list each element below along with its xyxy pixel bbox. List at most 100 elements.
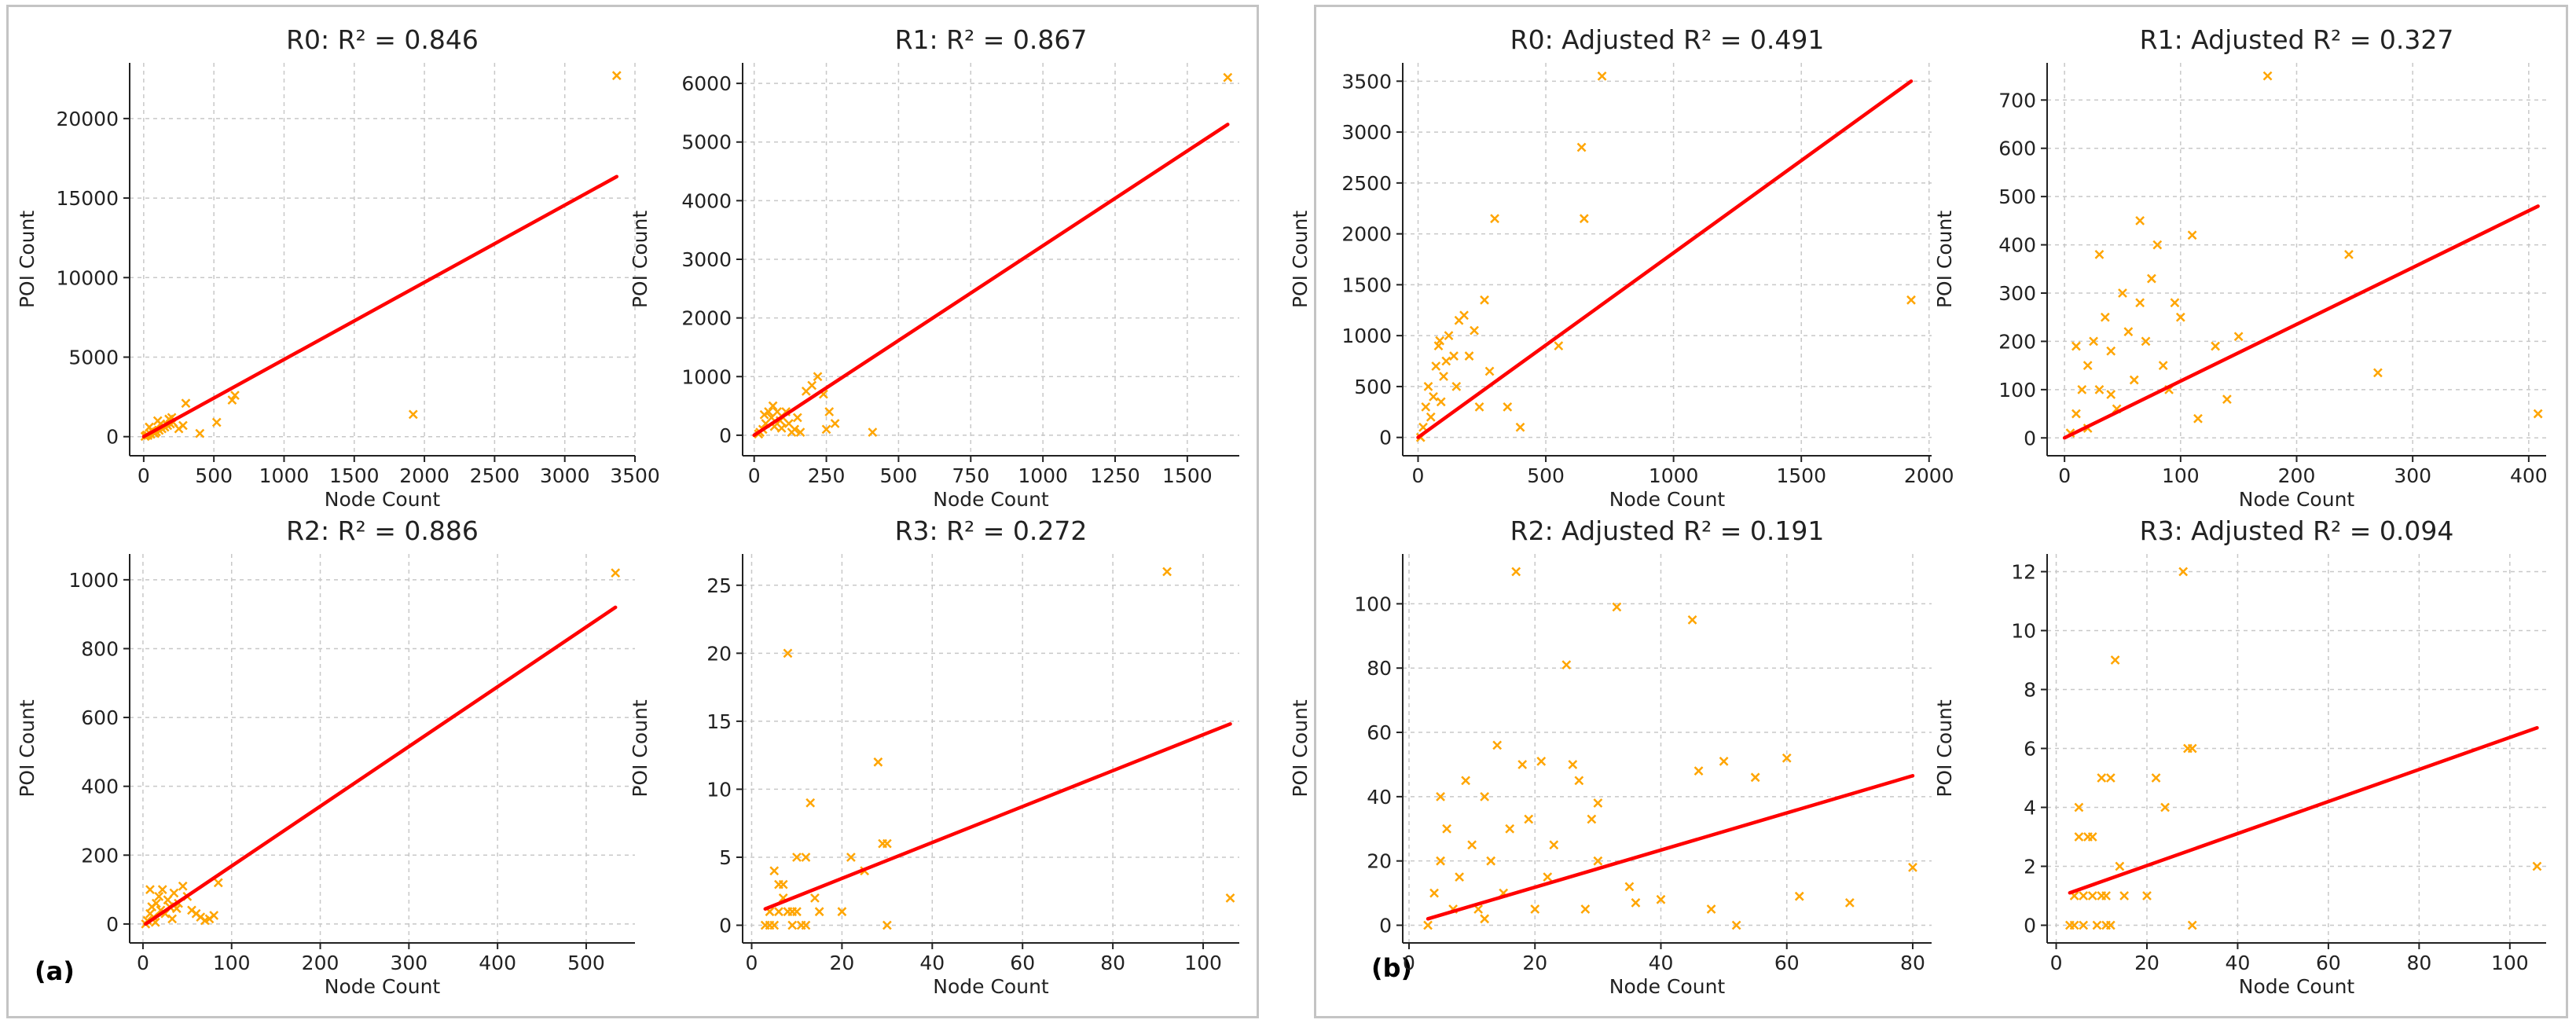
y-tick-label: 25 bbox=[706, 574, 732, 597]
scatter-point bbox=[1436, 791, 1445, 801]
scatter-point bbox=[2077, 384, 2087, 394]
x-tick-label: 1500 bbox=[329, 464, 380, 487]
x-tick-label: 100 bbox=[2491, 952, 2529, 974]
y-tick-label: 3500 bbox=[1341, 70, 1392, 93]
fit-line bbox=[1426, 774, 1915, 921]
scatter-point bbox=[2071, 341, 2081, 351]
scatter-point bbox=[1436, 397, 1446, 407]
scatter-point bbox=[1490, 214, 1499, 224]
x-tick-label: 2000 bbox=[1904, 464, 1954, 487]
x-tick-label: 2000 bbox=[399, 464, 450, 487]
scatter-point bbox=[178, 420, 188, 431]
x-tick-label: 2500 bbox=[470, 464, 520, 487]
scatter-point bbox=[1442, 823, 1451, 834]
scatter-point bbox=[2105, 773, 2115, 783]
y-tick-label: 0 bbox=[2024, 915, 2036, 937]
scatter-point bbox=[1162, 567, 1172, 577]
x-axis-label: Node Count bbox=[325, 488, 441, 511]
y-tick-label: 200 bbox=[1998, 330, 2036, 353]
scatter-point bbox=[1794, 891, 1804, 901]
y-tick-label: 600 bbox=[81, 706, 119, 729]
subplot-title: R1: R² = 0.867 bbox=[895, 24, 1088, 55]
scatter-point bbox=[2087, 891, 2097, 900]
scatter-point bbox=[1505, 823, 1515, 834]
x-tick-label: 500 bbox=[195, 464, 233, 487]
scatter-point bbox=[810, 893, 820, 903]
scatter-point bbox=[824, 407, 835, 416]
x-tick-label: 0 bbox=[748, 464, 761, 487]
y-tick-label: 1000 bbox=[1341, 325, 1392, 347]
panel-b-frame bbox=[1314, 5, 2568, 1018]
scatter-point bbox=[1461, 776, 1471, 786]
scatter-point bbox=[1449, 351, 1459, 361]
y-axis-label: POI Count bbox=[16, 699, 39, 798]
x-axis-label: Node Count bbox=[933, 488, 1049, 511]
scatter-point bbox=[882, 920, 892, 930]
scatter-point bbox=[1612, 602, 1622, 612]
scatter-point bbox=[1484, 366, 1495, 376]
x-tick-label: 20 bbox=[2134, 952, 2160, 974]
y-tick-label: 0 bbox=[2024, 427, 2036, 449]
scatter-point bbox=[2071, 409, 2081, 419]
scatter-point bbox=[157, 885, 167, 894]
y-tick-label: 60 bbox=[1367, 721, 1392, 744]
x-tick-label: 1000 bbox=[259, 464, 310, 487]
y-tick-label: 1000 bbox=[681, 365, 732, 388]
scatter-point bbox=[2147, 273, 2156, 284]
scatter-point bbox=[821, 424, 831, 435]
y-tick-label: 3000 bbox=[681, 248, 732, 271]
scatter-point bbox=[1693, 766, 1704, 776]
x-tick-label: 60 bbox=[2316, 952, 2341, 974]
y-tick-label: 400 bbox=[1998, 234, 2036, 257]
scatter-point bbox=[2187, 920, 2197, 930]
scatter-point bbox=[167, 914, 178, 924]
scatter-point bbox=[169, 888, 179, 898]
scatter-point bbox=[2089, 336, 2098, 347]
y-tick-label: 6000 bbox=[681, 72, 732, 95]
y-tick-label: 20000 bbox=[56, 108, 119, 130]
x-tick-label: 1250 bbox=[1090, 464, 1140, 487]
scatter-point bbox=[1429, 391, 1438, 402]
scatter-point bbox=[814, 907, 824, 917]
scatter-point bbox=[765, 920, 775, 930]
scatter-point bbox=[807, 380, 817, 391]
scatter-point bbox=[787, 427, 797, 438]
scatter-point bbox=[1687, 614, 1697, 625]
y-tick-label: 10 bbox=[2011, 620, 2036, 643]
scatter-point bbox=[2105, 920, 2115, 930]
scatter-point bbox=[178, 881, 188, 891]
scatter-point bbox=[181, 398, 191, 409]
fit-line bbox=[752, 123, 1230, 438]
x-tick-label: 80 bbox=[1100, 952, 1125, 974]
scatter-point bbox=[2074, 802, 2084, 812]
scatter-point bbox=[2187, 743, 2197, 754]
y-axis-label: POI Count bbox=[1933, 699, 1956, 798]
scatter-point bbox=[1624, 882, 1635, 892]
scatter-point bbox=[2079, 920, 2089, 930]
x-tick-label: 1000 bbox=[1018, 464, 1068, 487]
scatter-point bbox=[2233, 332, 2244, 342]
scatter-point bbox=[1844, 897, 1855, 908]
scatter-point bbox=[2123, 327, 2134, 337]
y-tick-label: 0 bbox=[106, 426, 119, 449]
x-tick-label: 20 bbox=[1522, 952, 1547, 974]
scatter-point bbox=[1731, 920, 1741, 930]
scatter-point bbox=[1576, 142, 1587, 152]
scatter-point bbox=[1579, 214, 1589, 224]
scatter-point bbox=[1656, 894, 1666, 904]
scatter-point bbox=[209, 911, 219, 920]
x-tick-label: 250 bbox=[808, 464, 846, 487]
y-tick-label: 100 bbox=[1998, 379, 2036, 402]
scatter-point bbox=[1423, 920, 1433, 930]
fit-line bbox=[763, 722, 1232, 911]
scatter-point bbox=[1631, 897, 1641, 908]
x-axis-label: Node Count bbox=[2239, 488, 2355, 511]
scatter-point bbox=[2094, 384, 2104, 394]
y-tick-label: 80 bbox=[1367, 657, 1392, 680]
scatter-point bbox=[1455, 872, 1464, 882]
x-tick-label: 1500 bbox=[1162, 464, 1213, 487]
x-axis-label: Node Count bbox=[933, 975, 1049, 998]
scatter-point bbox=[1593, 856, 1603, 866]
scatter-point bbox=[2106, 390, 2116, 399]
y-tick-label: 800 bbox=[81, 637, 119, 660]
